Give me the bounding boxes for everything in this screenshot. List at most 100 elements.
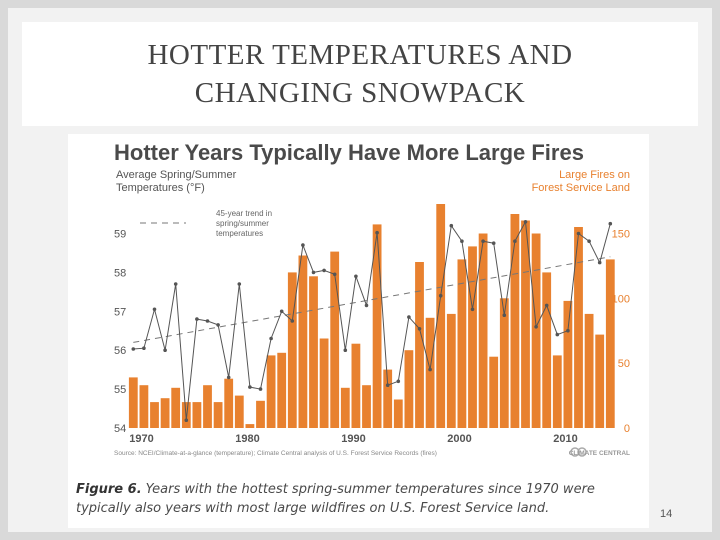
- fire-bar-2009: [542, 272, 552, 428]
- figure-caption: Figure 6. Years with the hottest spring-s…: [76, 480, 646, 518]
- temperature-point-1988: [322, 268, 326, 273]
- fire-bar-1989: [330, 251, 340, 428]
- caption-label: Figure 6.: [76, 482, 142, 497]
- temperature-point-2010: [555, 332, 560, 337]
- fire-bar-2010: [552, 355, 562, 428]
- temperature-point-1976: [195, 317, 199, 321]
- fire-bar-2011: [563, 300, 573, 428]
- trend-label-line1: 45-year trend in: [216, 209, 272, 218]
- temperature-point-2015: [608, 221, 613, 226]
- temperature-point-1993: [375, 230, 379, 235]
- fire-bar-2015: [605, 259, 615, 428]
- fire-bar-1984: [277, 352, 287, 428]
- fire-bar-1974: [171, 387, 181, 428]
- temperature-point-1998: [428, 367, 432, 372]
- fire-bar-1991: [351, 343, 361, 428]
- temperature-point-2013: [587, 239, 591, 243]
- temperature-point-2008: [534, 325, 538, 329]
- fire-bar-1979: [224, 378, 234, 428]
- year-tick-2010: 2010: [553, 433, 577, 445]
- left-axis-label-line2: Temperatures (°F): [116, 182, 205, 194]
- fire-bar-1980: [234, 395, 244, 428]
- fire-bar-1971: [139, 385, 149, 428]
- fire-bar-2001: [457, 259, 467, 428]
- temp-tick-54: 54: [114, 423, 126, 435]
- temperature-point-1995: [396, 379, 401, 384]
- temperature-point-1975: [184, 418, 189, 423]
- temperature-trend-line: [133, 256, 611, 343]
- fires-tick-150: 150: [612, 229, 630, 241]
- temperature-point-1980: [237, 282, 242, 286]
- temperature-point-1971: [142, 346, 146, 350]
- slide-title-line1: HOTTER TEMPERATURES AND: [147, 39, 573, 71]
- fires-tick-0: 0: [624, 423, 630, 435]
- fire-bar-1987: [309, 276, 318, 428]
- temperature-point-1977: [205, 319, 210, 323]
- fire-bar-1973: [160, 398, 170, 428]
- temperature-point-1989: [332, 272, 337, 277]
- fire-bar-1978: [213, 402, 223, 428]
- temperature-point-2005: [502, 313, 507, 317]
- title-box: HOTTER TEMPERATURES AND CHANGING SNOWPAC…: [22, 22, 698, 126]
- temperature-point-1991: [354, 274, 358, 279]
- chart-source: Source: NCEI/Climate-at-a-glance (temper…: [114, 450, 437, 457]
- temp-tick-56: 56: [114, 345, 126, 357]
- temperature-point-2011: [566, 328, 570, 333]
- temperature-point-2006: [513, 239, 517, 243]
- fire-bar-1985: [287, 272, 297, 428]
- temperature-point-1973: [163, 348, 167, 352]
- slide-title: HOTTER TEMPERATURES AND CHANGING SNOWPAC…: [22, 36, 698, 112]
- temperature-point-2007: [523, 220, 528, 224]
- temperature-point-1983: [269, 336, 273, 341]
- fire-bar-2012: [574, 227, 583, 428]
- temperature-point-1999: [438, 293, 443, 298]
- caption-text: Years with the hottest spring-summer tem…: [76, 482, 595, 516]
- temperature-point-1992: [364, 303, 369, 308]
- fire-bar-2007: [521, 220, 530, 428]
- temperature-point-2004: [491, 241, 496, 245]
- chart-title: Hotter Years Typically Have More Large F…: [114, 140, 584, 165]
- fire-bar-1986: [298, 255, 308, 428]
- temperature-point-2000: [449, 223, 454, 228]
- fire-bar-1998: [425, 317, 435, 428]
- page-number: 14: [660, 508, 673, 520]
- temperature-point-2001: [460, 239, 464, 243]
- temperature-point-2014: [597, 260, 602, 265]
- fire-bar-2000: [446, 313, 456, 428]
- temperature-line: [133, 220, 611, 421]
- temperature-point-1987: [311, 270, 316, 275]
- temperature-point-1996: [407, 315, 411, 319]
- fire-bar-1983: [266, 355, 276, 428]
- temperature-point-1972: [152, 307, 157, 312]
- temperature-point-1978: [216, 323, 220, 327]
- temperature-point-1982: [258, 387, 263, 391]
- fire-bar-2002: [468, 246, 477, 428]
- temperature-point-1979: [226, 375, 231, 380]
- fire-bar-1972: [150, 402, 159, 428]
- temperature-point-2003: [481, 239, 485, 243]
- fire-bar-1976: [192, 402, 202, 428]
- fire-bar-2005: [499, 298, 509, 428]
- year-tick-1990: 1990: [341, 433, 365, 445]
- fire-bar-1999: [436, 204, 446, 428]
- temperature-point-1986: [301, 243, 305, 247]
- temp-tick-59: 59: [114, 229, 126, 241]
- fires-temperature-chart: Hotter Years Typically Have More Large F…: [114, 140, 630, 457]
- year-tick-1980: 1980: [235, 433, 259, 445]
- fire-bar-1990: [340, 387, 350, 428]
- fire-bar-2008: [531, 233, 541, 428]
- figure-image: Hotter Years Typically Have More Large F…: [68, 134, 649, 528]
- climate-central-logo-icon: [570, 447, 580, 457]
- fire-bar-1981: [245, 424, 255, 428]
- fire-bar-1982: [256, 400, 265, 428]
- fire-bar-1992: [362, 385, 371, 428]
- trend-label-line2: spring/summer: [216, 219, 269, 228]
- fire-bar-2006: [510, 214, 520, 428]
- slide-title-line2: CHANGING SNOWPACK: [194, 77, 526, 109]
- right-axis-label-line1: Large Fires on: [559, 169, 630, 181]
- fire-bar-1988: [319, 338, 329, 428]
- fire-bar-1997: [415, 262, 424, 428]
- fire-bar-1970: [128, 377, 138, 428]
- trend-label-line3: temperatures: [216, 229, 263, 238]
- temp-tick-58: 58: [114, 267, 126, 279]
